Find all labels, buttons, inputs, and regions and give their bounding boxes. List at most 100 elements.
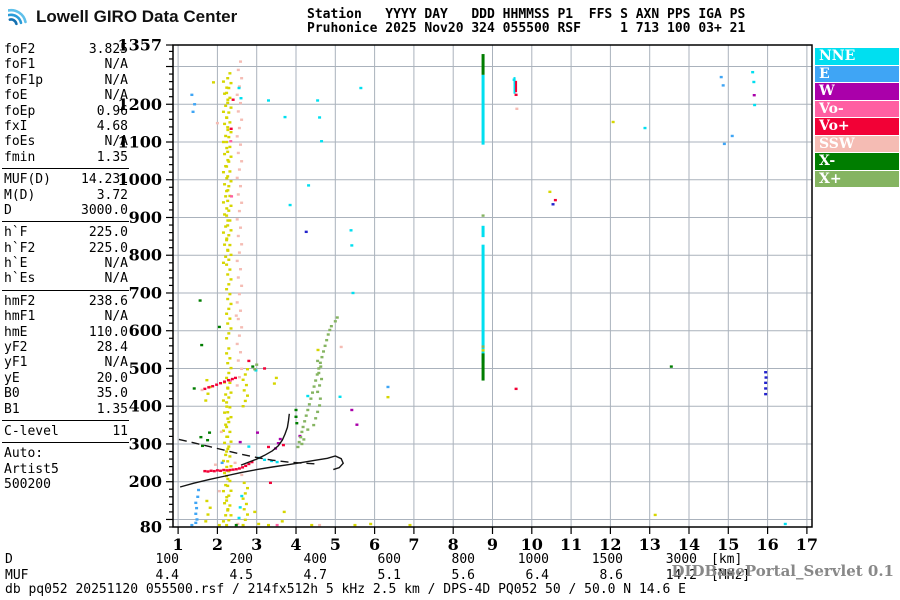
param-row-hme: hmE 110.0: [4, 325, 128, 340]
legend-item-e: E: [815, 65, 899, 82]
autoscaling-info-line: Artist5: [4, 461, 59, 477]
muf-row-label: MUF: [5, 567, 29, 583]
param-value: N/A: [104, 256, 128, 272]
param-value: 225.0: [88, 225, 128, 241]
param-row-hmf1: hmF1 N/A: [4, 309, 128, 324]
param-row-fof1: foF1 N/A: [4, 57, 128, 72]
svg-text:80: 80: [140, 518, 162, 537]
svg-text:3: 3: [251, 535, 262, 554]
svg-text:1200: 1200: [117, 95, 162, 114]
legend-item-vo: Vo-: [815, 100, 899, 117]
distance-value: 1000: [517, 552, 549, 567]
param-name: h`Es: [4, 271, 36, 287]
param-value: 0.96: [96, 103, 128, 119]
svg-text:17: 17: [796, 535, 818, 554]
svg-text:16: 16: [756, 535, 778, 554]
svg-text:1: 1: [173, 535, 184, 554]
param-value: 1.35: [96, 149, 128, 165]
svg-text:11: 11: [560, 535, 582, 554]
param-value: N/A: [104, 134, 128, 150]
divider: [2, 289, 129, 291]
param-value: 110.0: [88, 324, 128, 340]
svg-text:200: 200: [129, 472, 162, 491]
param-name: hmF2: [4, 293, 36, 309]
param-row-ye: yE 20.0: [4, 371, 128, 386]
distance-unit: [km]: [711, 552, 743, 567]
param-value: 1.35: [96, 401, 128, 417]
param-value: 3.825: [88, 42, 128, 57]
muf-value: 14.2: [665, 567, 697, 583]
svg-text:500: 500: [129, 359, 162, 378]
muf-distance-scale: D 100 200 400 600 800 1000 1500 3000 [km] MUF 4.…: [0, 552, 900, 583]
param-row-fmin: fmin 1.35: [4, 150, 128, 165]
param-name: yF1: [4, 355, 28, 371]
param-value: 20.0: [96, 370, 128, 386]
giro-wave-icon: [8, 8, 27, 26]
muf-value: 4.4: [155, 567, 179, 583]
svg-text:10: 10: [521, 535, 543, 554]
svg-text:7: 7: [408, 535, 419, 554]
servlet-version-label: DIDBasePortal_Servlet 0.1: [671, 562, 894, 580]
svg-text:14: 14: [678, 535, 700, 554]
param-value: N/A: [104, 309, 128, 325]
distance-value: 400: [303, 552, 327, 567]
muf-row: MUF 4.4 4.5 4.7 5.1 5.6 6.4 8.6 14.2 [MHz]: [0, 568, 900, 584]
distance-row: D 100 200 400 600 800 1000 1500 3000 [km]: [0, 552, 900, 568]
muf-value: 5.1: [377, 567, 401, 583]
param-value: 3.72: [96, 187, 128, 203]
lowell-giro-logo: Lowell GIRO Data Center: [8, 6, 237, 28]
legend-item-nne: NNE: [815, 48, 899, 65]
param-name: foEp: [4, 103, 36, 119]
param-value: 238.6: [88, 293, 128, 309]
param-row-foes: foEs N/A: [4, 134, 128, 149]
muf-value: 8.6: [599, 567, 623, 583]
param-name: M(D): [4, 187, 36, 203]
svg-text:12: 12: [599, 535, 621, 554]
muf-value: 6.4: [525, 567, 549, 583]
svg-text:9: 9: [487, 535, 498, 554]
param-name: foEs: [4, 134, 36, 150]
param-name: hmE: [4, 324, 28, 340]
param-row-hmf2: hmF2 238.6: [4, 294, 128, 309]
legend-item-vo: Vo+: [815, 118, 899, 135]
param-name: foF1p: [4, 72, 44, 88]
station-header: Station YYYY DAY DDD HHMMSS P1 FFS S AXN…: [307, 8, 745, 36]
param-value: 11: [112, 423, 128, 439]
svg-text:600: 600: [129, 321, 162, 340]
param-name: yF2: [4, 340, 28, 356]
legend-item-w: W: [815, 83, 899, 100]
param-row-d: D 3000.0: [4, 203, 128, 218]
param-value: 14.231: [81, 172, 128, 188]
param-row-md: M(D) 3.72: [4, 188, 128, 203]
param-value: N/A: [104, 57, 128, 73]
autoscaling-info-line: 500200: [4, 477, 51, 493]
distance-row-label: D: [5, 552, 13, 567]
distance-value: 800: [451, 552, 475, 567]
param-name: foF1: [4, 57, 36, 73]
distance-value: 3000: [665, 552, 697, 567]
distance-value: 100: [155, 552, 179, 567]
svg-text:300: 300: [129, 434, 162, 453]
svg-text:1000: 1000: [117, 170, 162, 189]
param-value: 4.68: [96, 118, 128, 134]
svg-text:900: 900: [129, 208, 162, 227]
muf-value: 4.7: [303, 567, 327, 583]
param-name: fmin: [4, 149, 36, 165]
divider: [2, 168, 129, 170]
param-name: h`F: [4, 225, 28, 241]
divider: [2, 419, 129, 421]
param-row-hf: h`F 225.0: [4, 225, 128, 240]
distance-row-values: 100 200 400 600 800 1000 1500 3000 [km]: [105, 552, 743, 568]
param-value: N/A: [104, 72, 128, 88]
param-name: C-level: [4, 423, 59, 439]
svg-text:4: 4: [290, 535, 301, 554]
svg-text:700: 700: [129, 283, 162, 302]
param-name: foF2: [4, 42, 36, 57]
param-value: N/A: [104, 355, 128, 371]
divider: [2, 442, 129, 444]
distance-value: 200: [229, 552, 253, 567]
svg-text:13: 13: [639, 535, 661, 554]
svg-text:5: 5: [330, 535, 341, 554]
